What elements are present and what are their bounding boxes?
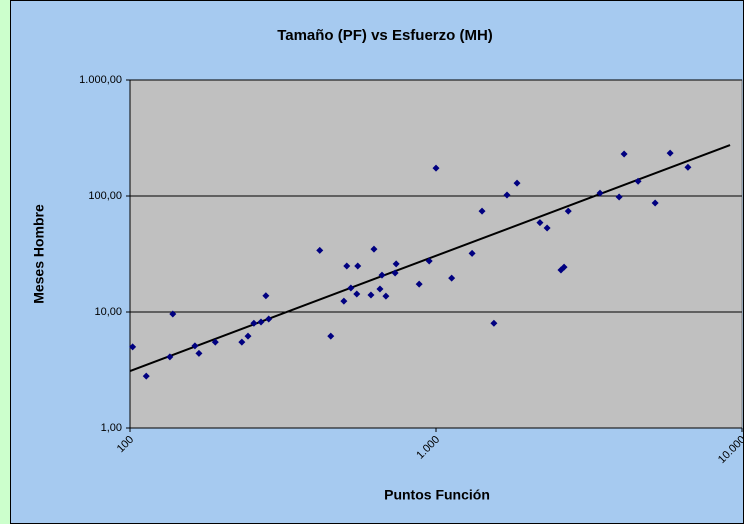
point xyxy=(262,292,270,300)
point xyxy=(596,189,604,197)
point xyxy=(503,191,511,199)
point xyxy=(195,349,203,357)
point xyxy=(666,149,674,157)
point xyxy=(513,179,521,187)
point xyxy=(367,291,375,299)
point xyxy=(432,164,440,172)
point xyxy=(448,274,456,282)
point xyxy=(354,262,362,270)
x-axis-title: Puntos Función xyxy=(384,487,490,503)
point xyxy=(191,342,199,350)
y-axis-title: Meses Hombre xyxy=(31,204,47,304)
point xyxy=(468,249,476,257)
trendline xyxy=(129,144,731,372)
point xyxy=(265,315,273,323)
point xyxy=(343,262,351,270)
point xyxy=(382,292,390,300)
point xyxy=(543,224,551,232)
point xyxy=(347,284,355,292)
point xyxy=(370,245,378,253)
point xyxy=(244,332,252,340)
point xyxy=(166,353,174,361)
point xyxy=(478,207,486,215)
plot-area xyxy=(129,79,743,429)
point xyxy=(250,319,258,327)
point xyxy=(620,150,628,158)
y-tick-label: 1,00 xyxy=(101,422,122,434)
point xyxy=(238,338,246,346)
point xyxy=(353,290,361,298)
point xyxy=(211,338,219,346)
chart-title: Tamaño (PF) vs Esfuerzo (MH) xyxy=(277,27,493,44)
point xyxy=(392,260,400,268)
y-tick-label: 10,00 xyxy=(94,306,122,318)
point xyxy=(651,199,659,207)
point xyxy=(391,269,399,277)
point xyxy=(615,193,623,201)
point xyxy=(560,263,568,271)
point xyxy=(142,372,150,380)
point xyxy=(129,343,137,351)
point xyxy=(340,297,348,305)
point xyxy=(257,318,265,326)
point xyxy=(536,219,544,227)
point xyxy=(415,280,423,288)
y-tick-label: 1.000,00 xyxy=(79,74,122,86)
point xyxy=(316,246,324,254)
point xyxy=(634,177,642,185)
point xyxy=(490,319,498,327)
point xyxy=(376,285,384,293)
point xyxy=(425,257,433,265)
point xyxy=(684,163,692,171)
point xyxy=(378,271,386,279)
point xyxy=(169,310,177,318)
point xyxy=(564,207,572,215)
point xyxy=(327,332,335,340)
y-tick-label: 100,00 xyxy=(88,190,122,202)
